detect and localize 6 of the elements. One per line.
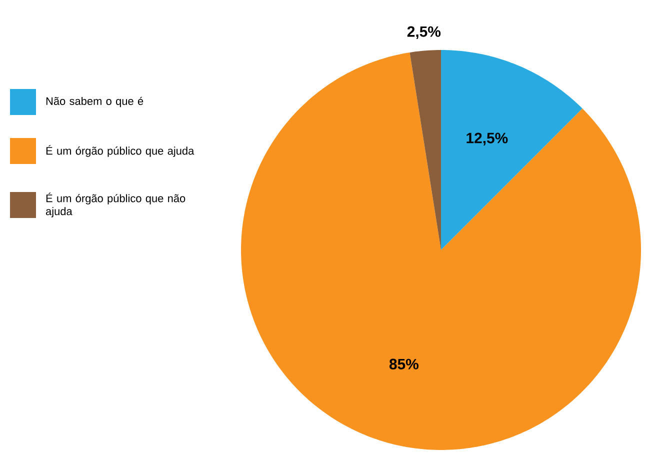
legend-label: É um órgão público que ajuda	[46, 145, 194, 157]
legend-label: É um órgão público que não ajuda	[46, 192, 186, 218]
legend-label: Não sabem o que é	[46, 96, 144, 108]
data-label: 12,5%	[466, 132, 508, 146]
data-label: 85%	[389, 358, 418, 370]
data-label: 2,5%	[407, 26, 441, 40]
